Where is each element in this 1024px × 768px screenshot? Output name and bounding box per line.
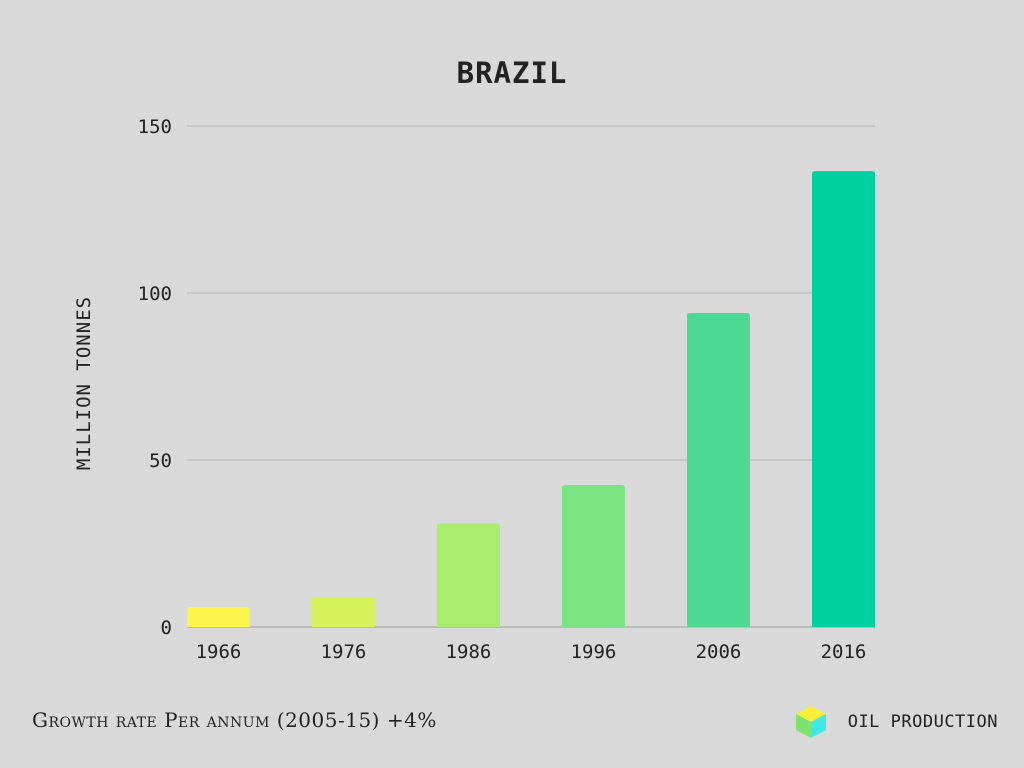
- bar-1986: [437, 523, 500, 627]
- growth-rate-note: Growth rate Per annum (2005-15) +4%: [32, 708, 437, 732]
- brand-label: OIL PRODUCTION: [847, 712, 998, 732]
- bar-chart: 0 50 100 150 1966 1976 1986 1996 2006 2016 MILLI…: [73, 116, 875, 663]
- x-tick-label: 1986: [446, 641, 492, 663]
- bars: [187, 171, 875, 627]
- x-tick-label: 1966: [196, 641, 242, 663]
- gridlines: [187, 125, 875, 628]
- bar-1966: [187, 606, 250, 627]
- y-axis-title: MILLION TONNES: [73, 296, 95, 470]
- y-tick-label: 150: [138, 116, 172, 138]
- x-tick-label: 1976: [321, 641, 367, 663]
- chart-title: BRAZIL: [456, 56, 568, 90]
- bar-2006: [687, 313, 750, 627]
- y-tick-label: 0: [161, 617, 172, 639]
- brand: OIL PRODUCTION: [794, 704, 998, 740]
- cube-icon: [795, 706, 826, 738]
- x-tick-label: 2016: [821, 641, 867, 663]
- bar-1996: [562, 485, 625, 627]
- x-axis-ticks: 1966 1976 1986 1996 2006 2016: [196, 641, 867, 663]
- x-tick-label: 2006: [696, 641, 742, 663]
- y-axis-ticks: 0 50 100 150: [138, 116, 172, 639]
- bar-1976: [312, 596, 375, 627]
- bar-2016: [812, 171, 875, 627]
- x-tick-label: 1996: [571, 641, 617, 663]
- y-tick-label: 100: [138, 283, 172, 305]
- y-tick-label: 50: [149, 450, 172, 472]
